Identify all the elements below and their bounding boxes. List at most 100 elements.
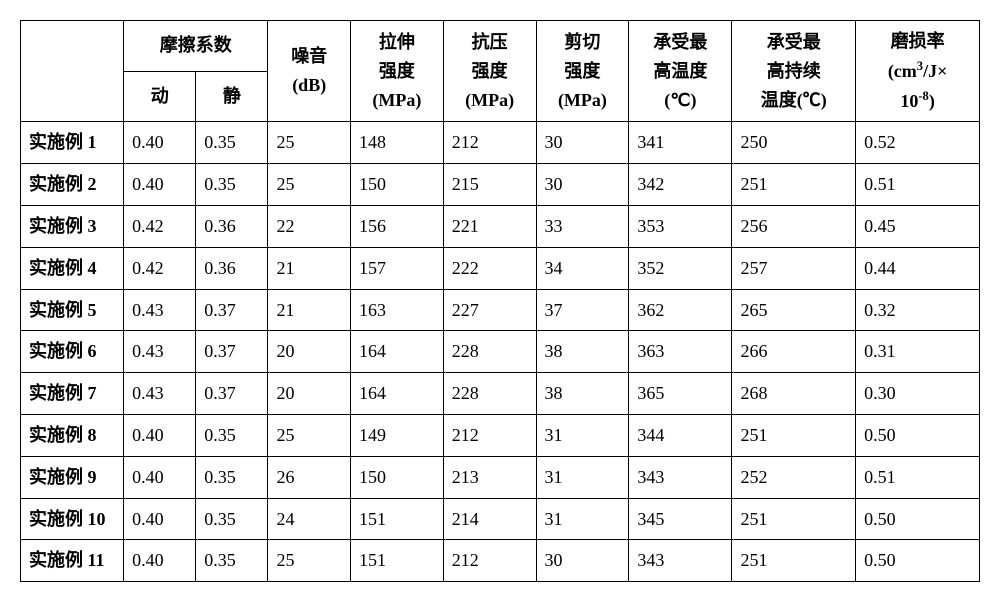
cell-dyn: 0.43	[124, 331, 196, 373]
cell-dyn: 0.40	[124, 122, 196, 164]
cell-susttemp: 251	[732, 498, 856, 540]
cell-tensile: 151	[350, 498, 443, 540]
header-tensile-l1: 拉伸	[379, 32, 415, 52]
cell-compress: 227	[443, 289, 536, 331]
cell-shear: 30	[536, 122, 629, 164]
cell-stat: 0.35	[196, 414, 268, 456]
header-compress-l1: 抗压	[472, 32, 508, 52]
cell-label: 实施例 1	[21, 122, 124, 164]
cell-label: 实施例 3	[21, 205, 124, 247]
cell-label: 实施例 4	[21, 247, 124, 289]
cell-dyn: 0.42	[124, 247, 196, 289]
header-wear-l2a: (cm	[888, 61, 917, 81]
cell-dyn: 0.40	[124, 540, 196, 582]
cell-shear: 37	[536, 289, 629, 331]
cell-dyn: 0.40	[124, 414, 196, 456]
header-shear-l1: 剪切	[564, 32, 600, 52]
cell-stat: 0.37	[196, 373, 268, 415]
header-compress-l2: 强度	[472, 61, 508, 81]
cell-noise: 25	[268, 540, 350, 582]
header-noise: 噪音 (dB)	[268, 21, 350, 122]
header-susttemp-l1: 承受最	[767, 32, 821, 52]
cell-tensile: 164	[350, 331, 443, 373]
cell-label: 实施例 8	[21, 414, 124, 456]
cell-label: 实施例 2	[21, 164, 124, 206]
table-row: 实施例 80.400.3525149212313442510.50	[21, 414, 980, 456]
header-friction-static: 静	[196, 71, 268, 122]
header-maxtemp-l3: (℃)	[664, 90, 696, 110]
cell-susttemp: 251	[732, 164, 856, 206]
cell-susttemp: 252	[732, 456, 856, 498]
cell-shear: 38	[536, 331, 629, 373]
table-row: 实施例 50.430.3721163227373622650.32	[21, 289, 980, 331]
cell-shear: 31	[536, 498, 629, 540]
table-body: 实施例 10.400.3525148212303412500.52实施例 20.…	[21, 122, 980, 582]
header-blank	[21, 21, 124, 122]
cell-wear: 0.51	[856, 164, 980, 206]
cell-noise: 22	[268, 205, 350, 247]
cell-tensile: 149	[350, 414, 443, 456]
data-table: 摩擦系数 噪音 (dB) 拉伸 强度 (MPa) 抗压 强度 (MPa) 剪切 …	[20, 20, 980, 582]
cell-compress: 212	[443, 540, 536, 582]
table-row: 实施例 30.420.3622156221333532560.45	[21, 205, 980, 247]
cell-maxtemp: 344	[629, 414, 732, 456]
cell-stat: 0.35	[196, 164, 268, 206]
cell-compress: 222	[443, 247, 536, 289]
header-wear-l1: 磨损率	[891, 31, 945, 51]
cell-susttemp: 265	[732, 289, 856, 331]
cell-noise: 25	[268, 414, 350, 456]
cell-susttemp: 268	[732, 373, 856, 415]
cell-wear: 0.50	[856, 540, 980, 582]
cell-wear: 0.44	[856, 247, 980, 289]
cell-dyn: 0.42	[124, 205, 196, 247]
header-wear: 磨损率 (cm3/J× 10-8)	[856, 21, 980, 122]
cell-maxtemp: 363	[629, 331, 732, 373]
cell-susttemp: 256	[732, 205, 856, 247]
cell-maxtemp: 365	[629, 373, 732, 415]
header-noise-l1: 噪音	[291, 46, 327, 66]
cell-compress: 215	[443, 164, 536, 206]
cell-shear: 31	[536, 456, 629, 498]
cell-maxtemp: 345	[629, 498, 732, 540]
cell-maxtemp: 352	[629, 247, 732, 289]
cell-tensile: 150	[350, 456, 443, 498]
cell-tensile: 163	[350, 289, 443, 331]
cell-stat: 0.37	[196, 289, 268, 331]
header-tensile-l3: (MPa)	[372, 90, 421, 110]
cell-maxtemp: 353	[629, 205, 732, 247]
header-susttemp-l3: 温度(℃)	[761, 90, 827, 110]
cell-label: 实施例 10	[21, 498, 124, 540]
cell-noise: 21	[268, 247, 350, 289]
cell-label: 实施例 9	[21, 456, 124, 498]
table-row: 实施例 40.420.3621157222343522570.44	[21, 247, 980, 289]
cell-wear: 0.51	[856, 456, 980, 498]
cell-susttemp: 250	[732, 122, 856, 164]
cell-label: 实施例 7	[21, 373, 124, 415]
cell-tensile: 148	[350, 122, 443, 164]
header-row-1: 摩擦系数 噪音 (dB) 拉伸 强度 (MPa) 抗压 强度 (MPa) 剪切 …	[21, 21, 980, 72]
header-tensile-l2: 强度	[379, 61, 415, 81]
table-row: 实施例 70.430.3720164228383652680.30	[21, 373, 980, 415]
cell-maxtemp: 342	[629, 164, 732, 206]
table-row: 实施例 110.400.3525151212303432510.50	[21, 540, 980, 582]
header-wear-l2b: /J×	[923, 61, 947, 81]
cell-compress: 213	[443, 456, 536, 498]
header-noise-l2: (dB)	[292, 75, 326, 95]
header-shear-l3: (MPa)	[558, 90, 607, 110]
table-row: 实施例 100.400.3524151214313452510.50	[21, 498, 980, 540]
cell-dyn: 0.40	[124, 498, 196, 540]
cell-label: 实施例 6	[21, 331, 124, 373]
cell-tensile: 151	[350, 540, 443, 582]
cell-shear: 33	[536, 205, 629, 247]
table-header: 摩擦系数 噪音 (dB) 拉伸 强度 (MPa) 抗压 强度 (MPa) 剪切 …	[21, 21, 980, 122]
cell-tensile: 164	[350, 373, 443, 415]
cell-shear: 30	[536, 164, 629, 206]
cell-dyn: 0.40	[124, 164, 196, 206]
header-susttemp: 承受最 高持续 温度(℃)	[732, 21, 856, 122]
cell-tensile: 157	[350, 247, 443, 289]
cell-shear: 30	[536, 540, 629, 582]
header-friction: 摩擦系数	[124, 21, 268, 72]
cell-wear: 0.52	[856, 122, 980, 164]
cell-compress: 214	[443, 498, 536, 540]
cell-noise: 24	[268, 498, 350, 540]
